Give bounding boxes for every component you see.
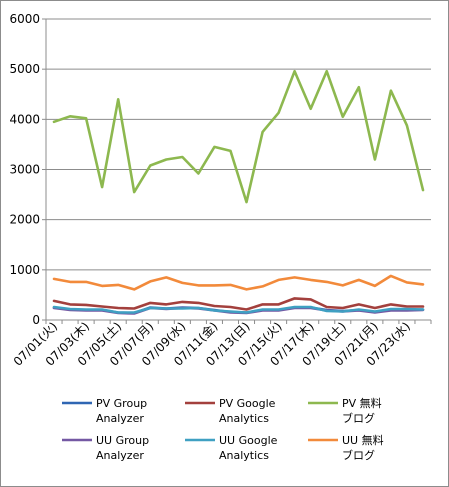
y-tick-label: 4000	[9, 112, 40, 126]
legend-label: Analytics	[219, 412, 269, 425]
y-tick-label: 5000	[9, 62, 40, 76]
legend-label: Analyzer	[96, 449, 144, 462]
series-line-2	[52, 297, 425, 311]
legend-label: UU Google	[219, 434, 278, 447]
legend-label: PV Google	[219, 397, 276, 410]
series-line-6	[52, 274, 425, 291]
grid-lines	[46, 18, 431, 321]
plot-area	[52, 69, 425, 315]
y-axis: 0 1000 2000 3000 4000 5000 6000	[9, 12, 47, 327]
y-tick-label: 6000	[9, 12, 40, 26]
y-tick-label: 3000	[9, 163, 40, 177]
series-line-5	[52, 305, 425, 314]
legend-label: UU 無料	[342, 433, 384, 447]
legend-label: UU Group	[96, 434, 149, 447]
legend-label: Analytics	[219, 449, 269, 462]
legend-label: PV Group	[96, 397, 147, 410]
legend-label: ブログ	[342, 448, 375, 462]
legend-label: Analyzer	[96, 412, 144, 425]
legend-label: ブログ	[342, 411, 375, 425]
y-tick-label: 2000	[9, 213, 40, 227]
x-axis: 07/01(火)07/03(木)07/05(土)07/07(月)07/09(水)…	[11, 319, 432, 369]
series-line-3	[52, 69, 425, 204]
legend-label: PV 無料	[342, 396, 382, 410]
y-tick-label: 0	[32, 313, 40, 327]
y-tick-label: 1000	[9, 263, 40, 277]
